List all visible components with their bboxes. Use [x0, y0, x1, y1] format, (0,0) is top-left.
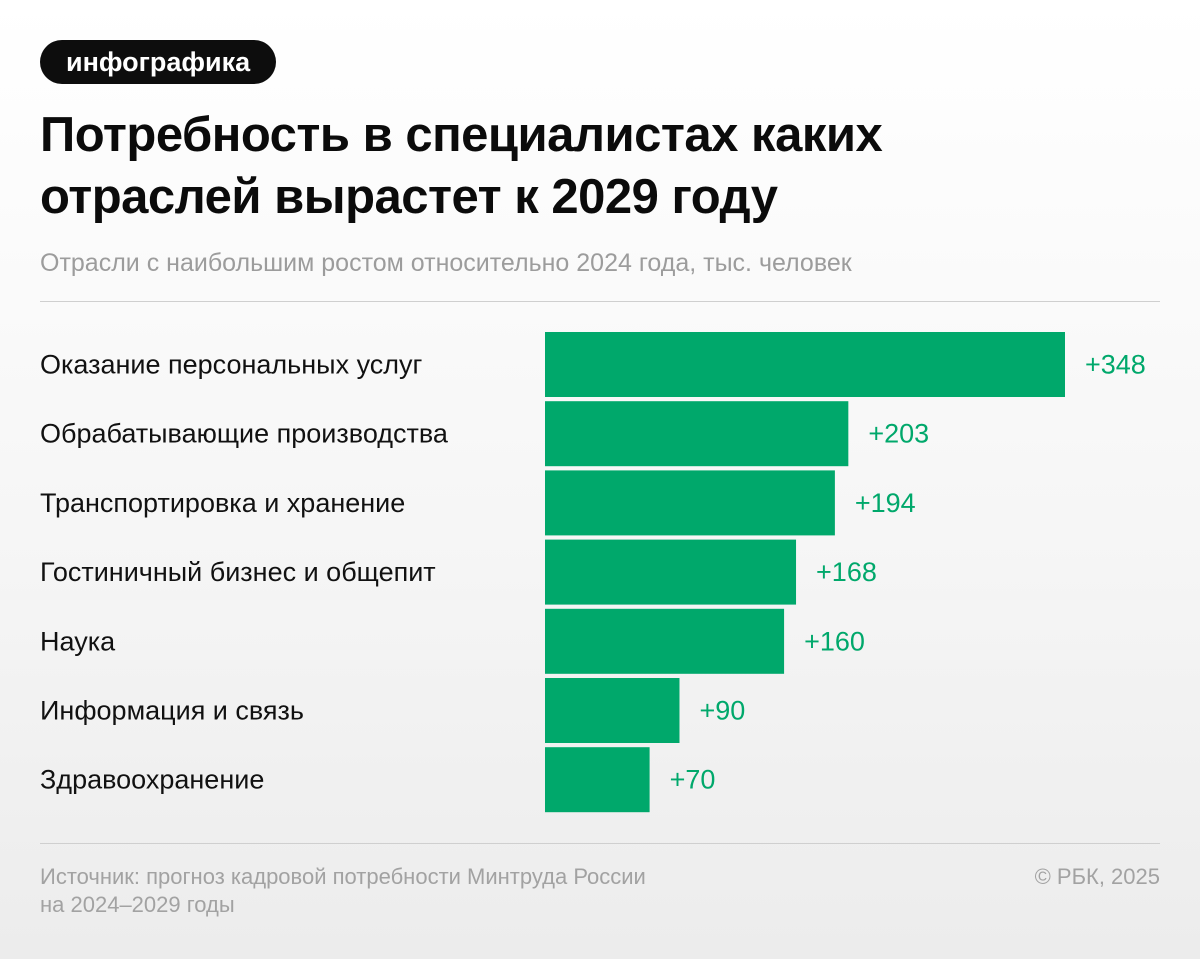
chart-title: Потребность в специалистах каких отрасле… [40, 108, 883, 224]
category-label: Здравоохранение [40, 765, 264, 795]
value-label: +194 [855, 488, 916, 518]
category-label: Информация и связь [40, 696, 304, 726]
category-label: Оказание персональных услуг [40, 350, 423, 380]
value-label: +203 [868, 419, 929, 449]
top-divider [40, 301, 1160, 302]
copyright-note: © РБК, 2025 [1034, 864, 1160, 889]
source-note: Источник: прогноз кадровой потребности М… [40, 863, 646, 919]
value-label: +348 [1085, 350, 1146, 380]
category-label: Транспортировка и хранение [40, 488, 405, 518]
bar [545, 608, 785, 674]
bar [545, 539, 797, 605]
value-label: +70 [670, 765, 716, 795]
source-line-2: на 2024–2029 годы [40, 892, 235, 917]
category-badge: инфографика [40, 40, 277, 84]
value-label: +168 [816, 557, 877, 587]
category-label: Гостиничный бизнес и общепит [40, 557, 436, 587]
category-label: Наука [40, 626, 116, 656]
bar [545, 401, 849, 467]
bar [545, 332, 1065, 397]
value-label: +90 [699, 696, 745, 726]
value-label: +160 [804, 626, 865, 656]
chart-subtitle: Отрасли с наибольшим ростом относительно… [40, 249, 852, 277]
source-line-1: Источник: прогноз кадровой потребности М… [40, 864, 646, 889]
bar [545, 470, 835, 536]
category-label: Обрабатывающие производства [40, 419, 449, 449]
bottom-divider [40, 843, 1160, 844]
bar [545, 747, 650, 813]
bar [545, 678, 680, 743]
